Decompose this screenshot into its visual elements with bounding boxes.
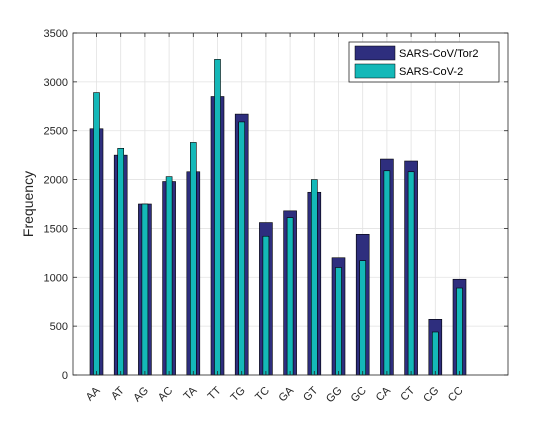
x-tick-label-tg: TG (229, 385, 248, 404)
x-tick-label-gt: GT (301, 384, 320, 403)
bar-cov2-aa (93, 92, 100, 376)
bar-cov2-cg (431, 331, 439, 376)
y-tick-label: 2000 (44, 175, 68, 187)
x-tick-label-ag: AG (131, 385, 151, 405)
bar-cov2-at (117, 148, 124, 376)
bar-cov2-gg (335, 267, 342, 376)
bar-cov2-cc (456, 287, 463, 376)
y-axis-label: Frequency (20, 171, 36, 237)
x-tick-label-ta: TA (182, 384, 200, 402)
y-tick-label: 0 (62, 370, 68, 382)
bars (89, 59, 467, 376)
bar-cov2-tt (214, 59, 221, 376)
x-tick-label-ac: AC (156, 385, 175, 404)
y-tick-label: 2500 (44, 126, 68, 138)
x-tick-label-gc: GC (349, 385, 369, 405)
legend-label-tor2: SARS-CoV/Tor2 (399, 48, 478, 60)
x-tick-label-aa: AA (84, 384, 103, 403)
x-tick-label-ct: CT (398, 384, 417, 403)
bar-cov2-ct (407, 171, 415, 376)
x-tick-label-tt: TT (206, 384, 224, 402)
x-tick-label-tc: TC (253, 385, 272, 404)
legend-label-cov2: SARS-CoV-2 (399, 66, 463, 78)
bar-cov2-ac (165, 176, 173, 376)
y-tick-label: 1000 (44, 272, 68, 284)
y-tick-label: 1500 (44, 223, 68, 235)
y-tick-label: 3500 (44, 28, 68, 40)
bar-cov2-ga (286, 217, 294, 376)
bar-cov2-ag (141, 203, 149, 376)
x-tick-label-cc: CC (446, 385, 466, 405)
x-tick-label-at: AT (109, 384, 127, 402)
legend-swatch-tor2 (354, 45, 396, 61)
x-tick-label-ca: CA (374, 384, 394, 404)
y-tick-label: 3000 (44, 77, 68, 89)
bar-cov2-gt (310, 179, 318, 376)
x-tick-label-gg: GG (324, 385, 345, 406)
x-tick-label-ga: GA (276, 384, 296, 404)
legend: SARS-CoV/Tor2 SARS-CoV-2 (348, 41, 500, 83)
bar-cov2-tc (262, 235, 270, 376)
y-tick-label: 500 (50, 321, 68, 333)
x-tick-label-cg: CG (421, 385, 441, 405)
bar-cov2-ta (190, 142, 197, 376)
legend-swatch-cov2 (354, 63, 396, 79)
bar-cov2-tg (238, 121, 245, 376)
bar-cov2-ca (383, 170, 391, 376)
bar-cov2-gc (359, 260, 367, 376)
